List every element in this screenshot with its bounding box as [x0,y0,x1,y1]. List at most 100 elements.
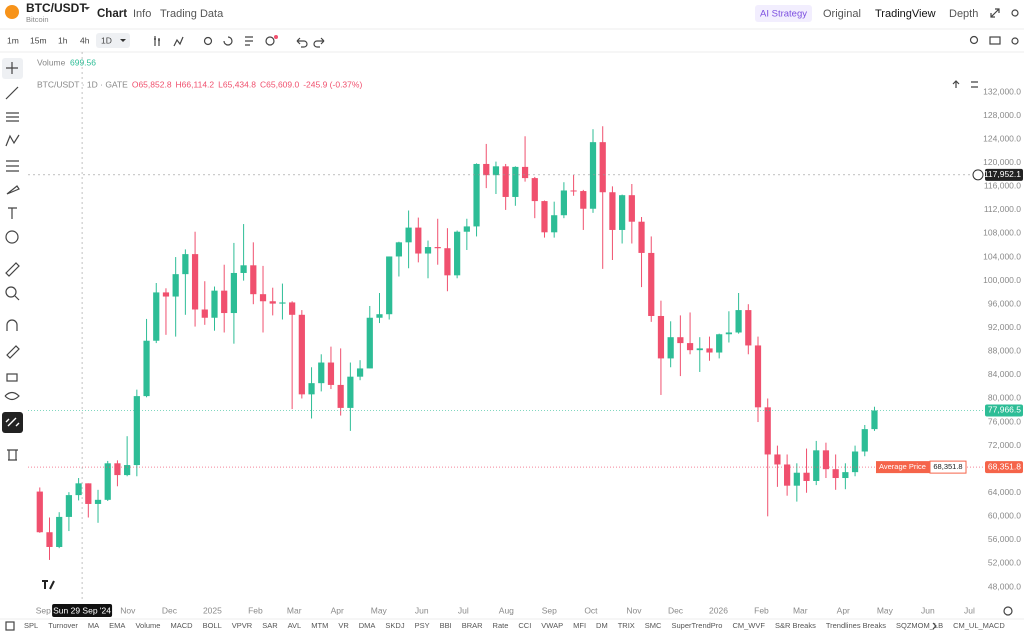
x-tick-label: Oct [584,605,598,615]
indicator[interactable]: MA [88,621,99,630]
x-tick-label: Dec [668,605,684,615]
candle-body [376,314,383,318]
toolbar-icons[interactable] [154,35,1019,48]
x-tick-label: 2026 [709,605,728,615]
indicator[interactable]: BOLL [203,621,222,630]
indicator[interactable]: SKDJ [385,621,404,630]
candle-body [366,317,373,369]
tool-active[interactable] [2,412,23,433]
average-axis-label: 68,351.8 [988,461,1021,471]
interval[interactable]: 1D [101,35,112,45]
candle-body [784,464,791,486]
indicator[interactable]: SQZMOM_LB [896,621,943,630]
last-price-label: 77,966.5 [988,405,1021,415]
indicator[interactable]: SMC [645,621,662,630]
interval[interactable]: 1m [7,35,19,45]
x-tick-label: Nov [120,605,136,615]
more-arrow[interactable] [932,622,937,630]
drawing-tools[interactable] [4,62,20,461]
candle-body [793,472,800,486]
x-tick-label: Aug [499,605,514,615]
candle-body [337,384,344,408]
candle-body [638,221,645,253]
indicator[interactable]: BBI [440,621,452,630]
indicator[interactable]: VR [338,621,349,630]
indicator[interactable]: MTM [311,621,328,630]
indicator[interactable]: DMA [359,621,376,630]
indicator[interactable]: SuperTrendPro [671,621,722,630]
interval-active[interactable] [96,33,130,48]
indicator[interactable]: MACD [170,621,193,630]
interval[interactable]: 4h [80,35,90,45]
symbol[interactable]: BTC/USDT [26,1,87,15]
x-tick-label: Apr [837,605,850,615]
tab[interactable]: Info [133,8,151,20]
candle-body [259,294,267,302]
interval-caret[interactable] [120,39,126,42]
tab[interactable]: Trading Data [160,8,224,20]
goto-icon[interactable] [1003,606,1013,616]
indicator[interactable]: BRAR [462,621,483,630]
indicator[interactable]: CCI [518,621,531,630]
x-tick-label: Jul [458,605,469,615]
scroll-icon[interactable] [952,80,960,88]
indicator[interactable]: PSY [415,621,430,630]
reset-icon[interactable] [971,81,978,88]
indicator[interactable]: VPVR [232,621,253,630]
indicator[interactable]: S&R Breaks [775,621,816,630]
indicator[interactable]: Turnover [48,621,78,630]
y-tick-label: 120,000.0 [983,157,1021,167]
candle-body [356,368,364,377]
indicator[interactable]: Volume [135,621,160,630]
average-price-tag [876,461,930,474]
interval[interactable]: 15m [30,35,47,45]
candle-body [36,491,43,533]
candle-body [424,247,432,254]
candle-body [327,362,335,385]
candle-body [250,265,257,295]
coin-icon [5,5,19,19]
indicator-icon[interactable] [5,621,15,631]
indicator[interactable]: TRIX [618,621,635,630]
ohlc-legend: BTC/USDT · 1D · GATE O65,852.8 H66,114.2 L6… [37,79,362,89]
fullscreen-icon[interactable] [990,8,1000,18]
y-tick-label: 92,000.0 [988,322,1021,332]
indicator[interactable]: VWAP [541,621,563,630]
volume-label: Volume [37,57,66,67]
indicator[interactable]: Trendlines Breaks [826,621,886,630]
candle-body [201,309,208,318]
y-tick-label: 52,000.0 [988,558,1021,568]
indicator[interactable]: AVL [288,621,302,630]
y-tick-label: 124,000.0 [983,133,1021,143]
view-tab[interactable]: AI Strategy [760,9,807,20]
ai-pill[interactable] [755,5,812,22]
candle-body [551,215,558,233]
crosshair-y-label: 117,952.1 [984,169,1021,179]
view-tab[interactable]: Original [823,8,861,20]
indicator[interactable]: SPL [24,621,38,630]
view-tab[interactable]: Depth [949,8,978,20]
indicator[interactable]: SAR [262,621,278,630]
indicator[interactable]: MFI [573,621,586,630]
indicator[interactable]: CM_WVF [732,621,765,630]
link-icon[interactable] [5,417,20,427]
indicator[interactable]: DM [596,621,608,630]
x-tick-label: Feb [754,605,769,615]
crosshair-plus [972,169,984,181]
candle-body [114,463,121,476]
average-price-value: 68,351.8 [933,462,962,471]
indicator[interactable]: EMA [109,621,125,630]
settings-icon[interactable] [1011,9,1019,17]
tab[interactable]: Chart [97,8,127,20]
indicator[interactable]: Rate [493,621,509,630]
x-tick-label: Apr [331,605,344,615]
candle-body [842,472,849,479]
x-tick-label: Feb [248,605,263,615]
interval[interactable]: 1h [58,35,68,45]
symbol-caret[interactable] [84,7,90,10]
candle-body [686,343,694,351]
view-tab[interactable]: TradingView [875,8,936,20]
indicator[interactable]: CM_UL_MACD [953,621,1005,630]
candle-body [124,465,131,476]
